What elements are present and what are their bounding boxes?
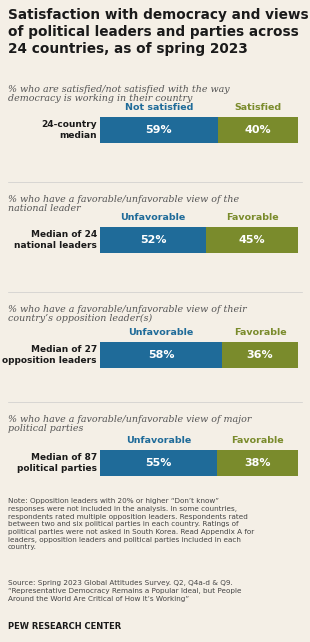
Text: Not satisfied: Not satisfied <box>125 103 193 112</box>
Text: Note: Opposition leaders with 20% or higher “Don’t know”
responses were not incl: Note: Opposition leaders with 20% or hig… <box>8 498 254 550</box>
Text: Source: Spring 2023 Global Attitudes Survey. Q2, Q4a-d & Q9.
“Representative Dem: Source: Spring 2023 Global Attitudes Sur… <box>8 580 241 602</box>
Bar <box>100 450 217 476</box>
Text: Unfavorable: Unfavorable <box>121 213 186 222</box>
Text: 52%: 52% <box>140 235 166 245</box>
Text: democracy is working in their country: democracy is working in their country <box>8 94 193 103</box>
Text: Unfavorable: Unfavorable <box>128 328 194 337</box>
Text: Favorable: Favorable <box>231 436 284 445</box>
Text: Unfavorable: Unfavorable <box>126 436 191 445</box>
Text: national leader: national leader <box>8 204 81 213</box>
Text: % who have a favorable/unfavorable view of the: % who have a favorable/unfavorable view … <box>8 195 239 204</box>
Text: 36%: 36% <box>247 350 273 360</box>
Bar <box>206 227 298 253</box>
Text: Median of 27
opposition leaders: Median of 27 opposition leaders <box>2 345 97 365</box>
Text: 59%: 59% <box>146 125 172 135</box>
Text: % who have a favorable/unfavorable view of major: % who have a favorable/unfavorable view … <box>8 415 251 424</box>
Text: Satisfied: Satisfied <box>234 103 281 112</box>
Text: 24-country
median: 24-country median <box>41 120 97 140</box>
Text: political parties: political parties <box>8 424 83 433</box>
Text: 38%: 38% <box>244 458 271 468</box>
Text: 45%: 45% <box>239 235 265 245</box>
Bar <box>218 117 298 143</box>
Text: % who have a favorable/unfavorable view of their: % who have a favorable/unfavorable view … <box>8 305 247 314</box>
Text: PEW RESEARCH CENTER: PEW RESEARCH CENTER <box>8 622 121 631</box>
Text: % who are satisfied/not satisfied with the way: % who are satisfied/not satisfied with t… <box>8 85 230 94</box>
Text: country’s opposition leader(s): country’s opposition leader(s) <box>8 314 152 323</box>
Text: Median of 24
national leaders: Median of 24 national leaders <box>14 230 97 250</box>
Text: 55%: 55% <box>145 458 172 468</box>
Bar <box>222 342 298 368</box>
Text: Favorable: Favorable <box>234 328 286 337</box>
Text: Satisfaction with democracy and views
of political leaders and parties across
24: Satisfaction with democracy and views of… <box>8 8 309 55</box>
Bar <box>217 450 298 476</box>
Bar <box>100 342 222 368</box>
Bar <box>100 227 206 253</box>
Text: Favorable: Favorable <box>226 213 278 222</box>
Text: 40%: 40% <box>245 125 271 135</box>
Text: 58%: 58% <box>148 350 174 360</box>
Bar <box>100 117 218 143</box>
Text: Median of 87
political parties: Median of 87 political parties <box>17 453 97 473</box>
